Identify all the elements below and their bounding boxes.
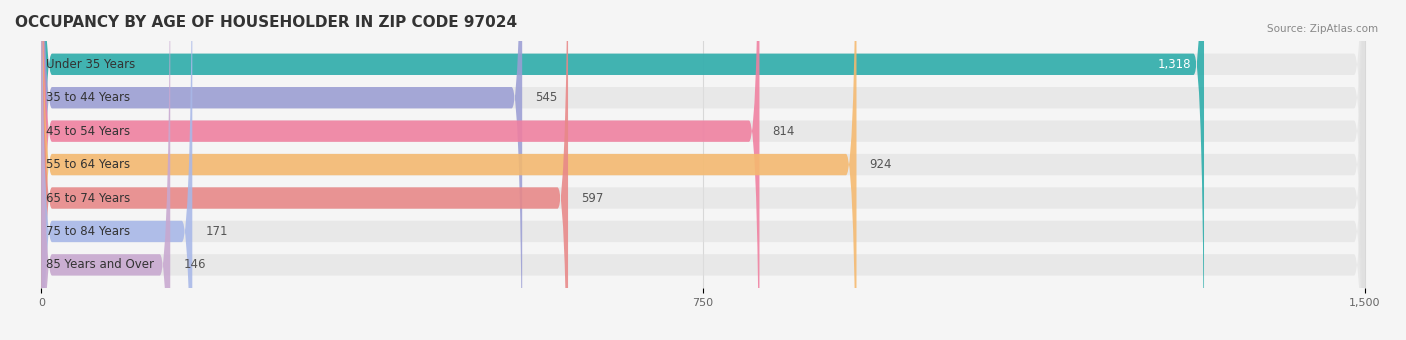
Text: 545: 545 bbox=[536, 91, 558, 104]
Text: 1,318: 1,318 bbox=[1157, 58, 1191, 71]
FancyBboxPatch shape bbox=[41, 0, 856, 340]
FancyBboxPatch shape bbox=[41, 0, 1365, 340]
Text: 597: 597 bbox=[581, 191, 603, 205]
Text: 55 to 64 Years: 55 to 64 Years bbox=[46, 158, 129, 171]
FancyBboxPatch shape bbox=[41, 0, 193, 340]
FancyBboxPatch shape bbox=[41, 0, 522, 340]
Text: 65 to 74 Years: 65 to 74 Years bbox=[46, 191, 131, 205]
Text: 45 to 54 Years: 45 to 54 Years bbox=[46, 125, 129, 138]
FancyBboxPatch shape bbox=[41, 0, 1204, 340]
Text: Under 35 Years: Under 35 Years bbox=[46, 58, 135, 71]
Text: 171: 171 bbox=[205, 225, 228, 238]
FancyBboxPatch shape bbox=[41, 0, 1365, 340]
FancyBboxPatch shape bbox=[41, 0, 1365, 340]
Text: 814: 814 bbox=[773, 125, 794, 138]
Text: 924: 924 bbox=[870, 158, 893, 171]
FancyBboxPatch shape bbox=[41, 0, 1365, 340]
Text: 35 to 44 Years: 35 to 44 Years bbox=[46, 91, 129, 104]
Text: OCCUPANCY BY AGE OF HOUSEHOLDER IN ZIP CODE 97024: OCCUPANCY BY AGE OF HOUSEHOLDER IN ZIP C… bbox=[15, 15, 517, 30]
FancyBboxPatch shape bbox=[41, 0, 1365, 340]
FancyBboxPatch shape bbox=[41, 0, 759, 340]
FancyBboxPatch shape bbox=[41, 0, 1365, 340]
Text: 85 Years and Over: 85 Years and Over bbox=[46, 258, 153, 271]
FancyBboxPatch shape bbox=[41, 0, 568, 340]
FancyBboxPatch shape bbox=[41, 0, 170, 340]
Text: 146: 146 bbox=[183, 258, 205, 271]
Text: 75 to 84 Years: 75 to 84 Years bbox=[46, 225, 129, 238]
FancyBboxPatch shape bbox=[41, 0, 1365, 340]
Text: Source: ZipAtlas.com: Source: ZipAtlas.com bbox=[1267, 24, 1378, 34]
